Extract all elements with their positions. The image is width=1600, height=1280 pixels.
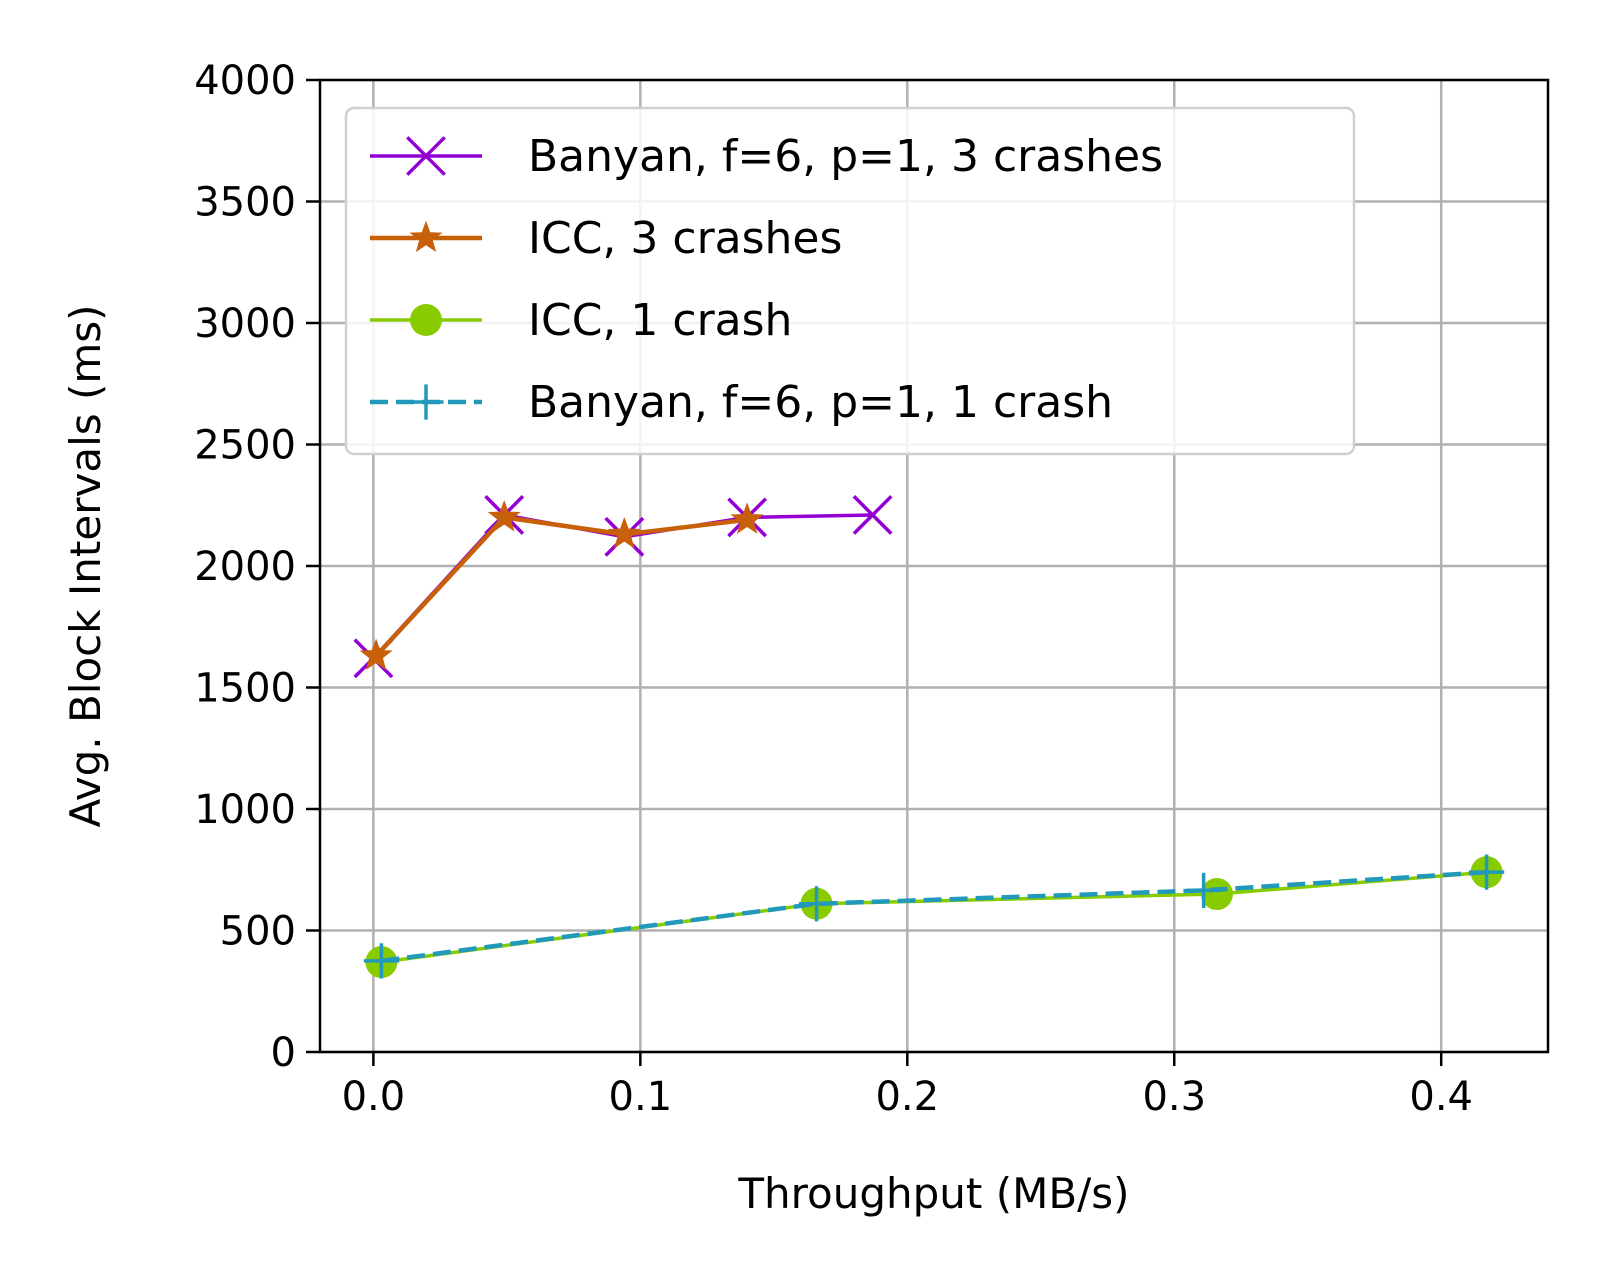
x-tick-label: 0.0 — [342, 1074, 406, 1120]
x-axis-label: Throughput (MB/s) — [737, 1169, 1129, 1218]
legend: Banyan, f=6, p=1, 3 crashes ICC, 3 crashe… — [344, 106, 1356, 456]
data-point — [798, 886, 835, 922]
series-line — [381, 869, 1487, 964]
data-point — [1200, 878, 1233, 911]
legend-label: Banyan, f=6, p=1, 1 crash — [528, 377, 1113, 428]
legend-item: Banyan, f=6, p=1, 1 crash — [370, 377, 1113, 428]
data-point — [730, 502, 764, 534]
legend-item: ICC, 1 crash — [370, 295, 792, 346]
data-point — [363, 943, 399, 979]
y-tick-label: 0 — [271, 1030, 296, 1076]
data-point — [607, 517, 641, 549]
series-1 — [359, 500, 764, 670]
x-tick-label: 0.1 — [609, 1074, 673, 1120]
x-tick-label: 0.4 — [1409, 1074, 1473, 1120]
legend-marker — [410, 304, 442, 336]
series-3 — [363, 854, 1505, 979]
y-tick-label: 4000 — [194, 58, 296, 104]
y-axis-label: Avg. Block Intervals (ms) — [61, 304, 110, 827]
y-tick-label: 3500 — [194, 180, 296, 226]
series-layer — [353, 495, 1505, 979]
legend-marker — [409, 220, 443, 253]
ticks: 0.0 0.1 0.2 0.3 0.4 0 500 1000 1500 2000 2500 3000 3… — [194, 58, 1473, 1120]
legend-marker — [408, 384, 444, 420]
legend-label: Banyan, f=6, p=1, 3 crashes — [528, 131, 1163, 182]
legend-label: ICC, 1 crash — [528, 295, 792, 346]
data-point — [1186, 872, 1222, 909]
y-tick-label: 500 — [220, 909, 296, 955]
data-point — [1469, 854, 1505, 890]
y-tick-label: 3000 — [194, 301, 296, 347]
legend-marker — [406, 136, 446, 176]
y-tick-label: 2500 — [194, 423, 296, 469]
legend-item: ICC, 3 crashes — [370, 213, 842, 264]
data-point — [852, 495, 893, 535]
x-tick-label: 0.3 — [1142, 1074, 1206, 1120]
x-tick-label: 0.2 — [875, 1074, 939, 1120]
legend-label: ICC, 3 crashes — [528, 213, 842, 264]
data-point — [487, 500, 521, 532]
y-tick-label: 2000 — [194, 544, 296, 590]
legend-item: Banyan, f=6, p=1, 3 crashes — [370, 131, 1163, 182]
data-point — [359, 638, 393, 670]
legend-box — [344, 106, 1356, 456]
y-tick-label: 1500 — [194, 666, 296, 712]
series-line — [374, 515, 748, 658]
y-tick-label: 1000 — [194, 787, 296, 833]
